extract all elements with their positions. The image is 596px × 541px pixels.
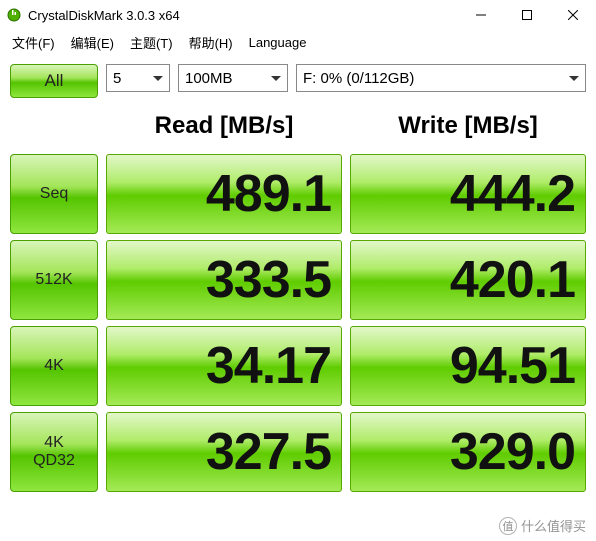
watermark-icon: 值: [499, 517, 517, 535]
runs-value: 5: [113, 70, 121, 87]
4k-read-value: 34.17: [106, 326, 342, 406]
menu-edit[interactable]: 编辑(E): [65, 31, 120, 54]
read-header: Read [MB/s]: [106, 104, 342, 148]
seq-label: Seq: [40, 185, 68, 203]
512k-write-value: 420.1: [350, 240, 586, 320]
4k-label: 4K: [44, 357, 64, 375]
4kqd32-label-1: 4K: [44, 434, 64, 452]
4kqd32-label-2: QD32: [33, 452, 75, 470]
4k-button[interactable]: 4K: [10, 326, 98, 406]
drive-value: F: 0% (0/112GB): [303, 70, 414, 87]
512k-read-value: 333.5: [106, 240, 342, 320]
watermark-text: 什么值得买: [521, 516, 586, 535]
watermark: 值 什么值得买: [499, 516, 586, 535]
titlebar: CrystalDiskMark 3.0.3 x64: [0, 0, 596, 30]
window-title: CrystalDiskMark 3.0.3 x64: [28, 8, 458, 23]
menu-theme[interactable]: 主题(T): [124, 31, 179, 54]
header-spacer: [10, 104, 98, 148]
app-icon: [6, 7, 22, 23]
512k-label: 512K: [35, 271, 72, 289]
size-select[interactable]: 100MB: [178, 64, 288, 92]
all-button[interactable]: All: [10, 64, 98, 98]
runs-select[interactable]: 5: [106, 64, 170, 92]
content-area: All 5 100MB F: 0% (0/112GB) Read [MB/s] …: [0, 54, 596, 502]
drive-select[interactable]: F: 0% (0/112GB): [296, 64, 586, 92]
all-button-label: All: [45, 72, 64, 91]
seq-button[interactable]: Seq: [10, 154, 98, 234]
window-controls: [458, 0, 596, 30]
write-header: Write [MB/s]: [350, 104, 586, 148]
minimize-button[interactable]: [458, 0, 504, 30]
4k-write-value: 94.51: [350, 326, 586, 406]
close-button[interactable]: [550, 0, 596, 30]
menu-file[interactable]: 文件(F): [6, 31, 61, 54]
menu-help[interactable]: 帮助(H): [183, 31, 239, 54]
size-value: 100MB: [185, 70, 233, 87]
seq-read-value: 489.1: [106, 154, 342, 234]
512k-button[interactable]: 512K: [10, 240, 98, 320]
seq-write-value: 444.2: [350, 154, 586, 234]
benchmark-grid: All 5 100MB F: 0% (0/112GB) Read [MB/s] …: [10, 64, 586, 492]
4kqd32-read-value: 327.5: [106, 412, 342, 492]
menubar: 文件(F) 编辑(E) 主题(T) 帮助(H) Language: [0, 30, 596, 54]
top-controls: 5 100MB F: 0% (0/112GB): [106, 64, 586, 98]
menu-language[interactable]: Language: [243, 33, 313, 52]
4kqd32-button[interactable]: 4K QD32: [10, 412, 98, 492]
4kqd32-write-value: 329.0: [350, 412, 586, 492]
maximize-button[interactable]: [504, 0, 550, 30]
